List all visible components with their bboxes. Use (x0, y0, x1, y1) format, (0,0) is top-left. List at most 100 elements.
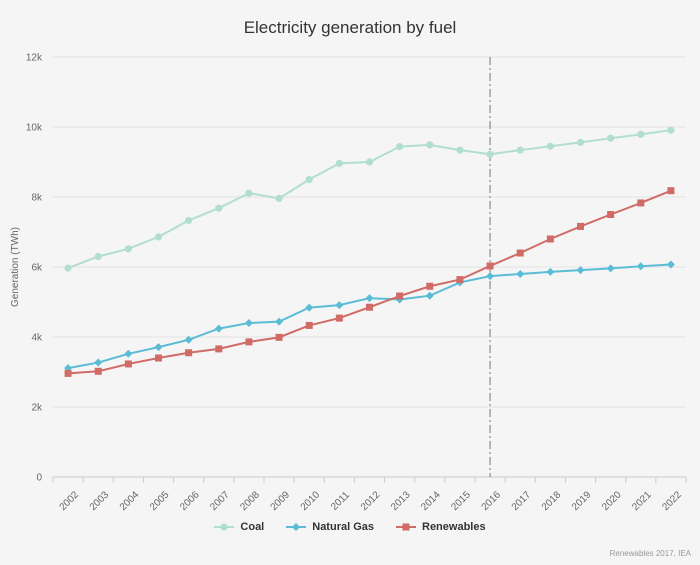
data-point (667, 126, 675, 134)
y-tick-label: 10k (26, 123, 43, 134)
legend-item-natural-gas[interactable]: Natural Gas (286, 521, 374, 533)
data-point (366, 303, 373, 311)
data-point (185, 349, 193, 357)
data-point (275, 333, 283, 341)
data-point (244, 319, 253, 327)
data-point (64, 264, 72, 272)
data-point (245, 338, 253, 346)
data-point (637, 130, 645, 138)
data-point (666, 260, 675, 269)
data-point (516, 146, 524, 154)
x-tick-label: 2016 (480, 489, 504, 513)
data-point (607, 134, 615, 142)
data-point (667, 187, 675, 195)
y-tick-label: 0 (36, 473, 42, 484)
data-point (486, 262, 494, 270)
data-point (546, 235, 554, 243)
data-point (64, 369, 72, 377)
data-point (426, 141, 434, 149)
data-point (577, 222, 584, 230)
data-point (124, 349, 133, 358)
x-tick-label: 2004 (118, 489, 142, 513)
x-tick-label: 2017 (510, 489, 534, 513)
series-renewables (64, 187, 675, 377)
y-tick-label: 4k (31, 333, 43, 344)
x-tick-label: 2015 (449, 489, 473, 513)
data-point (546, 267, 555, 276)
legend: Coal Natural Gas Renewables (0, 521, 700, 533)
legend-label: Natural Gas (312, 521, 374, 533)
data-point (426, 282, 434, 290)
x-tick-label: 2009 (269, 489, 293, 513)
data-point (94, 367, 102, 375)
legend-swatch (286, 523, 307, 531)
data-point (305, 175, 313, 184)
credits: Renewables 2017, IEA (609, 549, 691, 558)
series-line (67, 129, 672, 269)
data-point (456, 146, 464, 154)
data-point (365, 294, 374, 303)
y-tick-label: 6k (31, 263, 43, 274)
data-point (486, 272, 495, 281)
data-point (425, 291, 434, 300)
legend-swatch (396, 523, 416, 531)
data-point (516, 270, 525, 278)
x-tick-label: 2019 (570, 489, 594, 513)
data-point (184, 335, 193, 344)
data-point (215, 345, 223, 353)
data-point (124, 360, 132, 368)
data-point (576, 266, 585, 275)
x-tick-label: 2008 (238, 489, 262, 513)
chart-title: Electricity generation by fuel (243, 18, 457, 37)
x-tick-label: 2010 (299, 489, 323, 513)
legend-label: Coal (240, 521, 265, 533)
x-tick-label: 2014 (419, 489, 443, 513)
data-point (636, 262, 645, 271)
data-point (124, 245, 132, 253)
data-point (305, 321, 313, 329)
x-tick-label: 2007 (208, 489, 232, 513)
data-point (94, 252, 102, 261)
x-tick-label: 2002 (58, 489, 82, 513)
legend-item-renewables[interactable]: Renewables (396, 521, 486, 533)
data-point (396, 143, 404, 151)
x-tick-label: 2006 (178, 489, 202, 513)
data-point (486, 150, 494, 158)
data-point (637, 199, 645, 207)
x-tick-label: 2003 (88, 489, 112, 513)
data-point (275, 194, 283, 202)
data-point (185, 216, 193, 225)
data-point (396, 292, 404, 300)
data-point (305, 303, 314, 312)
data-point (576, 138, 585, 146)
legend-swatch (214, 523, 235, 531)
y-tick-label: 12k (26, 53, 43, 64)
data-point (94, 358, 103, 367)
data-point (335, 159, 343, 167)
y-tick-label: 2k (31, 403, 43, 414)
x-tick-label: 2011 (329, 489, 352, 512)
data-point (215, 204, 223, 212)
x-tick-label: 2012 (359, 489, 383, 513)
data-point (546, 142, 554, 150)
data-point (456, 276, 464, 284)
data-point (154, 343, 163, 352)
x-tick-label: 2018 (540, 489, 564, 513)
data-point (365, 158, 374, 166)
series-coal (64, 126, 675, 272)
data-point (155, 354, 162, 362)
x-tick-label: 2022 (660, 489, 684, 513)
x-tick-label: 2021 (630, 489, 654, 513)
x-tick-label: 2005 (148, 489, 172, 513)
series-layer (64, 126, 675, 377)
x-tick-label: 2013 (389, 489, 413, 513)
data-point (335, 314, 343, 322)
data-point (275, 317, 284, 326)
data-point (516, 249, 524, 257)
legend-item-coal[interactable]: Coal (214, 521, 264, 533)
data-point (335, 301, 344, 310)
legend-label: Renewables (422, 521, 486, 533)
y-axis-title: Generation (TWh) (10, 227, 21, 307)
